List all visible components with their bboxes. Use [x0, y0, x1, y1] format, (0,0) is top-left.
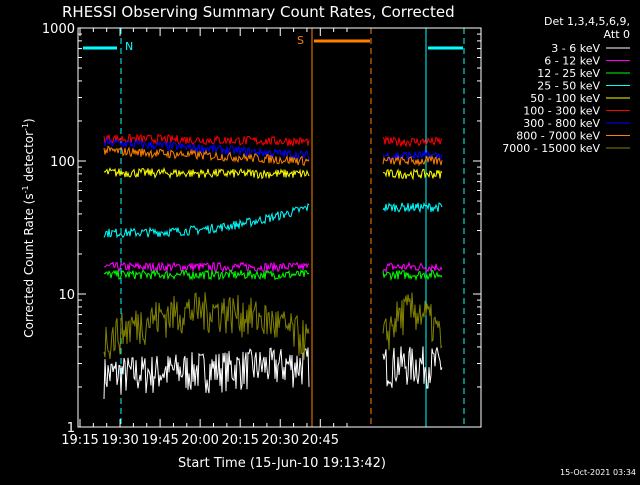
series-line-50-100-kev — [382, 168, 443, 181]
legend-header-line-1: Det 1,3,4,5,6,9, — [544, 15, 630, 28]
x-tick-label: 20:15 — [221, 433, 258, 448]
chart-title: RHESSI Observing Summary Count Rates, Co… — [62, 3, 455, 21]
series-line-100-300-kev — [103, 133, 310, 147]
y-axis-label: Corrected Count Rate (s-1 detector-1) — [21, 118, 36, 337]
x-tick-label: 20:00 — [181, 433, 218, 448]
series-line-6-12-kev — [104, 261, 310, 273]
series-line-12-25-kev — [382, 269, 443, 282]
series-line-300-800-kev — [103, 136, 310, 162]
y-tick-label: 100 — [50, 155, 75, 170]
plot-area: N S 1 10 100 1000 19:15 19:30 19:45 20:00 20:15 2… — [42, 22, 482, 448]
series-line-7000-15000-kev — [382, 292, 443, 351]
legend-label-50-100-kev: 50 - 100 keV — [530, 92, 600, 105]
x-tick-label: 20:30 — [262, 433, 299, 448]
legend-label-12-25-kev: 12 - 25 keV — [537, 67, 600, 80]
x-tick-label: 20:45 — [302, 433, 339, 448]
series-line-25-50-kev — [382, 201, 443, 214]
saa-marker-label: S — [297, 34, 304, 47]
series-line-7000-15000-kev — [103, 292, 310, 360]
legend-label-800-7000-kev: 800 - 7000 keV — [516, 130, 600, 143]
series-line-6-12-kev — [382, 261, 443, 273]
series-line-50-100-kev — [103, 166, 310, 180]
y-tick-label: 10 — [58, 288, 75, 303]
series-line-3-6-kev — [103, 347, 310, 400]
legend-label-7000-15000-kev: 7000 - 15000 keV — [502, 142, 600, 155]
series-line-800-7000-kev — [103, 145, 310, 167]
series-line-100-300-kev — [382, 135, 443, 148]
legend-label-100-300-kev: 100 - 300 keV — [523, 105, 600, 118]
plot-frame — [77, 27, 482, 428]
legend-label-300-800-kev: 300 - 800 keV — [523, 117, 600, 130]
x-axis-label: Start Time (15-Jun-10 19:13:42) — [178, 456, 386, 471]
series-line-300-800-kev — [382, 149, 443, 162]
series-line-25-50-kev — [103, 202, 310, 239]
series-line-800-7000-kev — [382, 155, 443, 167]
generation-timestamp: 15-Oct-2021 03:34 — [560, 468, 636, 477]
series-line-12-25-kev — [103, 268, 310, 282]
series-line-3-6-kev — [382, 346, 443, 389]
x-tick-label: 19:45 — [141, 433, 178, 448]
y-tick-label: 1 — [67, 421, 75, 436]
legend-label-25-50-kev: 25 - 50 keV — [537, 80, 600, 93]
x-tick-label: 19:30 — [101, 433, 138, 448]
x-tick-label: 19:15 — [61, 433, 98, 448]
night-marker-label: N — [125, 40, 133, 53]
legend-label-6-12-kev: 6 - 12 keV — [544, 55, 600, 68]
y-tick-label: 1000 — [42, 22, 75, 37]
legend-header-line-2: Att 0 — [604, 28, 630, 41]
legend-label-3-6-kev: 3 - 6 keV — [551, 42, 600, 55]
